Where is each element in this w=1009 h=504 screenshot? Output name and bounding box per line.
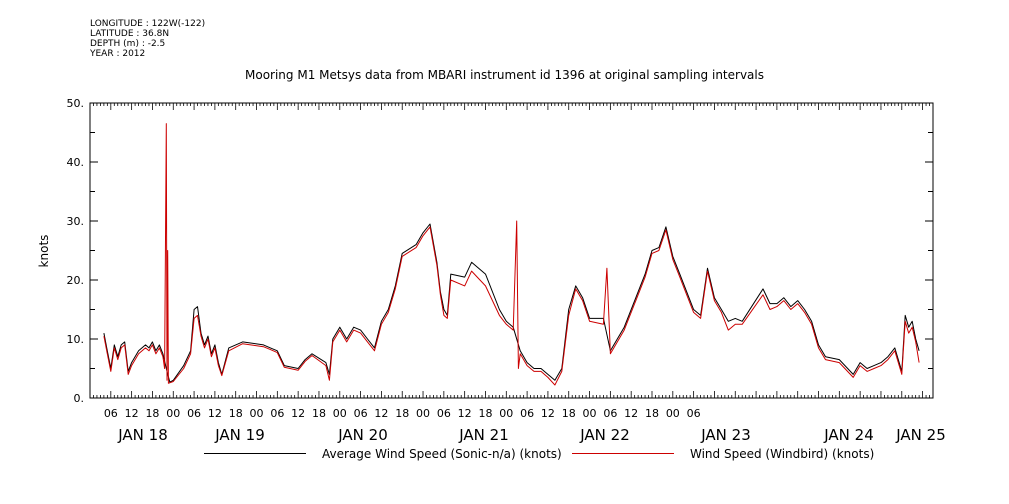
x-day-label: JAN 19 — [214, 426, 265, 444]
x-hour-label: 06 — [437, 407, 451, 420]
x-hour-label: 00 — [666, 407, 680, 420]
y-tick-label: 20. — [67, 274, 85, 287]
x-hour-label: 00 — [250, 407, 264, 420]
x-hour-label: 06 — [187, 407, 201, 420]
x-hour-label: 00 — [166, 407, 180, 420]
x-hour-label: 00 — [499, 407, 513, 420]
x-hour-label: 12 — [374, 407, 388, 420]
legend-label-average: Average Wind Speed (Sonic-n/a) (knots) — [322, 447, 562, 461]
y-tick-label: 30. — [67, 215, 85, 228]
latitude-label: LATITUDE : 36.8N — [90, 29, 170, 39]
x-hour-label: 12 — [458, 407, 472, 420]
x-hour-label: 18 — [562, 407, 576, 420]
x-hour-label: 06 — [104, 407, 118, 420]
x-hour-label: 06 — [520, 407, 534, 420]
x-day-label: JAN 21 — [458, 426, 509, 444]
x-hour-label: 18 — [145, 407, 159, 420]
x-hour-label: 18 — [312, 407, 326, 420]
year-label: YEAR : 2012 — [90, 49, 146, 59]
legend-swatch-windbird — [572, 453, 674, 454]
x-hour-label: 12 — [208, 407, 222, 420]
series-line-average-wind-speed — [103, 223, 920, 383]
x-hour-label: 00 — [333, 407, 347, 420]
x-day-label: JAN 25 — [895, 426, 946, 444]
x-day-label: JAN 24 — [823, 426, 874, 444]
x-hour-label: 18 — [395, 407, 409, 420]
y-tick-label: 40. — [67, 156, 85, 169]
x-day-label: JAN 18 — [117, 426, 168, 444]
legend-label-windbird: Wind Speed (Windbird) (knots) — [690, 447, 875, 461]
x-hour-label: 06 — [354, 407, 368, 420]
x-day-label: JAN 22 — [579, 426, 630, 444]
x-hour-label: 00 — [583, 407, 597, 420]
longitude-label: LONGITUDE : 122W(-122) — [90, 19, 206, 29]
depth-label: DEPTH (m) : -2.5 — [90, 39, 166, 49]
x-hour-label: 18 — [478, 407, 492, 420]
x-hour-label: 06 — [687, 407, 701, 420]
y-tick-label: 50. — [67, 97, 85, 110]
y-tick-label: 10. — [67, 333, 85, 346]
x-hour-label: 00 — [416, 407, 430, 420]
x-hour-label: 12 — [125, 407, 139, 420]
mooring-metadata: LONGITUDE : 122W(-122) LATITUDE : 36.8N … — [90, 19, 205, 59]
x-hour-label: 06 — [270, 407, 284, 420]
legend-swatch-average — [204, 453, 306, 454]
x-day-label: JAN 20 — [337, 426, 388, 444]
x-hour-label: 06 — [603, 407, 617, 420]
y-axis-label: knots — [37, 235, 51, 268]
chart-legend: Average Wind Speed (Sonic-n/a) (knots) W… — [0, 447, 1009, 465]
x-hour-label: 18 — [229, 407, 243, 420]
x-hour-label: 12 — [291, 407, 305, 420]
x-day-label: JAN 23 — [700, 426, 751, 444]
x-hour-label: 12 — [541, 407, 555, 420]
x-hour-label: 12 — [624, 407, 638, 420]
chart-title: Mooring M1 Metsys data from MBARI instru… — [245, 68, 764, 82]
x-hour-label: 18 — [645, 407, 659, 420]
y-tick-label: 0. — [74, 392, 85, 405]
series-line-windbird-wind-speed — [103, 123, 920, 386]
